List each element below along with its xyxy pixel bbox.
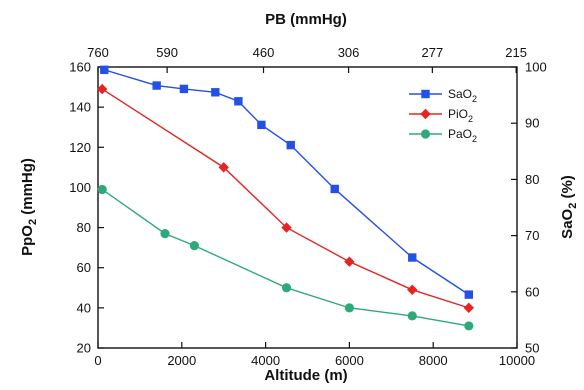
data-point-sao2 bbox=[211, 88, 220, 97]
y-axis-title-left: PpO2 (mmHg) bbox=[19, 158, 39, 256]
top-tick-label: 590 bbox=[156, 45, 178, 60]
data-point-pio2 bbox=[281, 222, 292, 233]
data-point-pio2 bbox=[218, 162, 229, 173]
top-axis-title: PB (mmHg) bbox=[265, 11, 347, 28]
data-point-sao2 bbox=[234, 97, 243, 106]
top-tick-label: 306 bbox=[338, 45, 360, 60]
x-tick-label: 0 bbox=[94, 353, 101, 368]
data-point-sao2 bbox=[179, 84, 189, 94]
x-tick-label: 6000 bbox=[335, 353, 364, 368]
data-point-pao2 bbox=[281, 283, 292, 293]
y2-tick-label: 60 bbox=[525, 284, 539, 299]
y2-tick-label: 80 bbox=[525, 172, 539, 187]
legend-label-sao2: SaO2 bbox=[448, 87, 477, 104]
data-point-pao2 bbox=[344, 303, 354, 313]
data-point-pao2 bbox=[407, 311, 417, 321]
axis-ticks: 0 2000 4000 6000 8000 10000 760 590 460 306 277 215… bbox=[69, 45, 546, 368]
series-line-pio2 bbox=[101, 88, 470, 309]
legend-label-pao2: PaO2 bbox=[448, 127, 477, 144]
data-point-pio2 bbox=[463, 302, 475, 314]
y-tick-label: 100 bbox=[69, 180, 91, 195]
x-axis-title: Altitude (m) bbox=[264, 367, 347, 384]
data-point-pio2 bbox=[344, 256, 355, 267]
x-tick-label: 2000 bbox=[167, 353, 196, 368]
y2-tick-label: 50 bbox=[525, 341, 539, 356]
legend-marker-pao2 bbox=[420, 129, 431, 139]
y2-tick-label: 70 bbox=[525, 228, 539, 243]
top-tick-label: 760 bbox=[87, 45, 109, 60]
y-tick-label: 60 bbox=[77, 260, 91, 275]
data-point-sao2 bbox=[408, 253, 417, 262]
x-tick-label: 4000 bbox=[251, 353, 280, 368]
data-point-pao2 bbox=[464, 321, 474, 331]
data-point-pio2 bbox=[407, 284, 418, 295]
data-point-sao2 bbox=[152, 81, 161, 90]
data-point-pao2 bbox=[189, 241, 199, 251]
legend-marker-pio2 bbox=[420, 108, 431, 120]
data-point-sao2 bbox=[100, 65, 109, 75]
legend-marker-sao2 bbox=[421, 89, 430, 99]
y-tick-label: 160 bbox=[69, 60, 91, 75]
y-tick-label: 20 bbox=[77, 341, 91, 356]
y2-tick-label: 100 bbox=[525, 60, 547, 75]
y-tick-label: 140 bbox=[69, 100, 91, 115]
data-point-sao2 bbox=[257, 120, 266, 130]
y-tick-label: 120 bbox=[69, 140, 91, 155]
data-point-pio2 bbox=[96, 83, 108, 95]
x-tick-label: 8000 bbox=[419, 353, 448, 368]
data-point-pao2 bbox=[97, 184, 107, 195]
data-point-sao2 bbox=[330, 184, 339, 194]
y-tick-label: 80 bbox=[77, 220, 91, 235]
data-point-sao2 bbox=[286, 140, 295, 150]
y-axis-title-right: SaO2 (%) bbox=[559, 175, 579, 239]
series-lines bbox=[96, 65, 475, 331]
y2-tick-label: 90 bbox=[525, 116, 539, 131]
series-line-sao2 bbox=[104, 69, 470, 296]
x-tick-label: 10000 bbox=[499, 353, 535, 368]
y-tick-label: 40 bbox=[77, 300, 91, 315]
top-tick-label: 460 bbox=[253, 45, 275, 60]
top-tick-label: 277 bbox=[422, 45, 444, 60]
legend: SaO2 PiO2 PaO2 bbox=[409, 87, 477, 144]
legend-label-pio2: PiO2 bbox=[448, 107, 473, 124]
data-point-sao2 bbox=[464, 290, 474, 299]
data-point-pao2 bbox=[160, 228, 170, 239]
plot-area bbox=[97, 66, 518, 349]
top-tick-label: 215 bbox=[505, 45, 527, 60]
